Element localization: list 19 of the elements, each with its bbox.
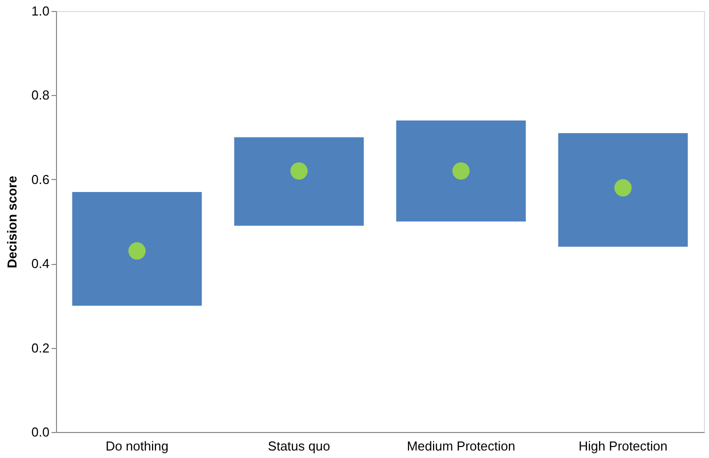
point [128, 242, 146, 260]
x-tick-label: Do nothing [106, 438, 168, 454]
bar [558, 133, 688, 247]
point [290, 162, 308, 180]
y-tick-label: 0.2 [31, 340, 50, 356]
x-tick-label: Medium Protection [406, 438, 516, 454]
y-axis-title: Decision score [4, 176, 20, 268]
x-tick-label: High Protection [578, 438, 668, 454]
x-tick-label: Status quo [268, 438, 330, 454]
bar [396, 120, 526, 222]
y-tick-label: 0.4 [31, 256, 50, 272]
y-tick-label: 0.6 [31, 172, 50, 187]
y-tick-label: 1.0 [31, 4, 50, 18]
point [614, 179, 632, 196]
y-tick-label: 0.8 [31, 88, 50, 103]
y-tick-label: 0.0 [31, 424, 50, 440]
point [452, 162, 470, 180]
bar [234, 137, 364, 226]
bar [72, 192, 202, 306]
